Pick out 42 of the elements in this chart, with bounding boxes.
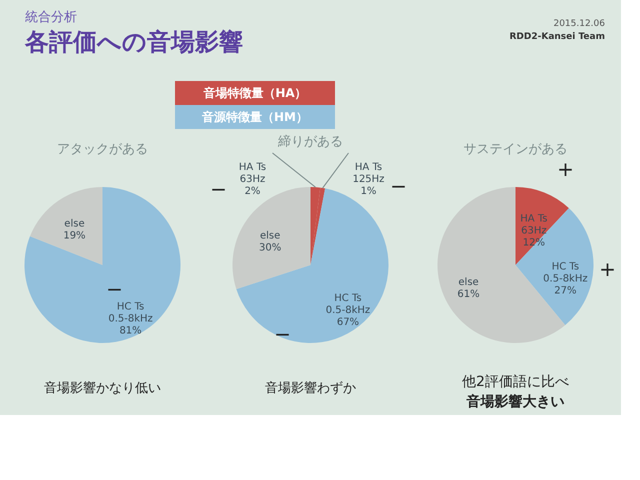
- data-label: 1%: [360, 186, 376, 197]
- chart-title: アタックがある: [57, 142, 148, 157]
- data-label: 61%: [457, 288, 480, 300]
- data-label: 2%: [244, 186, 260, 197]
- text: 音場影響大きい: [466, 393, 564, 410]
- text: +: [599, 257, 616, 281]
- pie-slice: [232, 187, 310, 290]
- text: 音場影響かなり低い: [44, 381, 161, 396]
- data-label: 27%: [554, 286, 577, 297]
- pie-slice: [236, 188, 388, 343]
- slice-label: HA Ts 63Hz: [520, 214, 548, 237]
- chart-title: 締りがある: [277, 134, 343, 150]
- slice-label: HC Ts 0.5-8kHz: [543, 262, 588, 285]
- text: 2015.12.06: [553, 19, 606, 29]
- pie-slice: [516, 208, 594, 326]
- text: 音場影響わずか: [265, 381, 356, 396]
- chart-title: サステインがある: [464, 142, 568, 157]
- text: 統合分析: [25, 10, 77, 25]
- text: +: [557, 157, 574, 181]
- data-label: 30%: [258, 242, 282, 254]
- slice-label: else: [64, 218, 85, 230]
- pie-slice: [30, 187, 102, 265]
- text: −: [390, 174, 407, 198]
- text: RDD2-Kansei Team: [509, 32, 605, 42]
- text: 他2評価語に比べ: [462, 374, 569, 390]
- text: 音場特徴量（HA）: [202, 86, 307, 100]
- text: 各評価への音場影響: [24, 28, 243, 56]
- pie-slice: [310, 188, 326, 265]
- slice-label: else: [260, 230, 280, 242]
- slice-label: HC Ts 0.5-8kHz: [326, 293, 370, 316]
- text: 音源特徴量（HM）: [201, 110, 308, 124]
- text: −: [210, 177, 227, 201]
- slice-label: HA Ts 125Hz: [352, 162, 384, 185]
- data-label: 67%: [336, 317, 360, 328]
- pie-slice: [24, 187, 180, 343]
- slice-label: HA Ts 63Hz: [238, 162, 266, 185]
- data-label: 19%: [63, 230, 86, 242]
- text: −: [106, 277, 123, 301]
- slice-label: HC Ts 0.5-8kHz: [108, 301, 153, 324]
- data-label: 81%: [119, 325, 142, 336]
- text: −: [274, 322, 291, 346]
- slice-label: else: [458, 276, 479, 288]
